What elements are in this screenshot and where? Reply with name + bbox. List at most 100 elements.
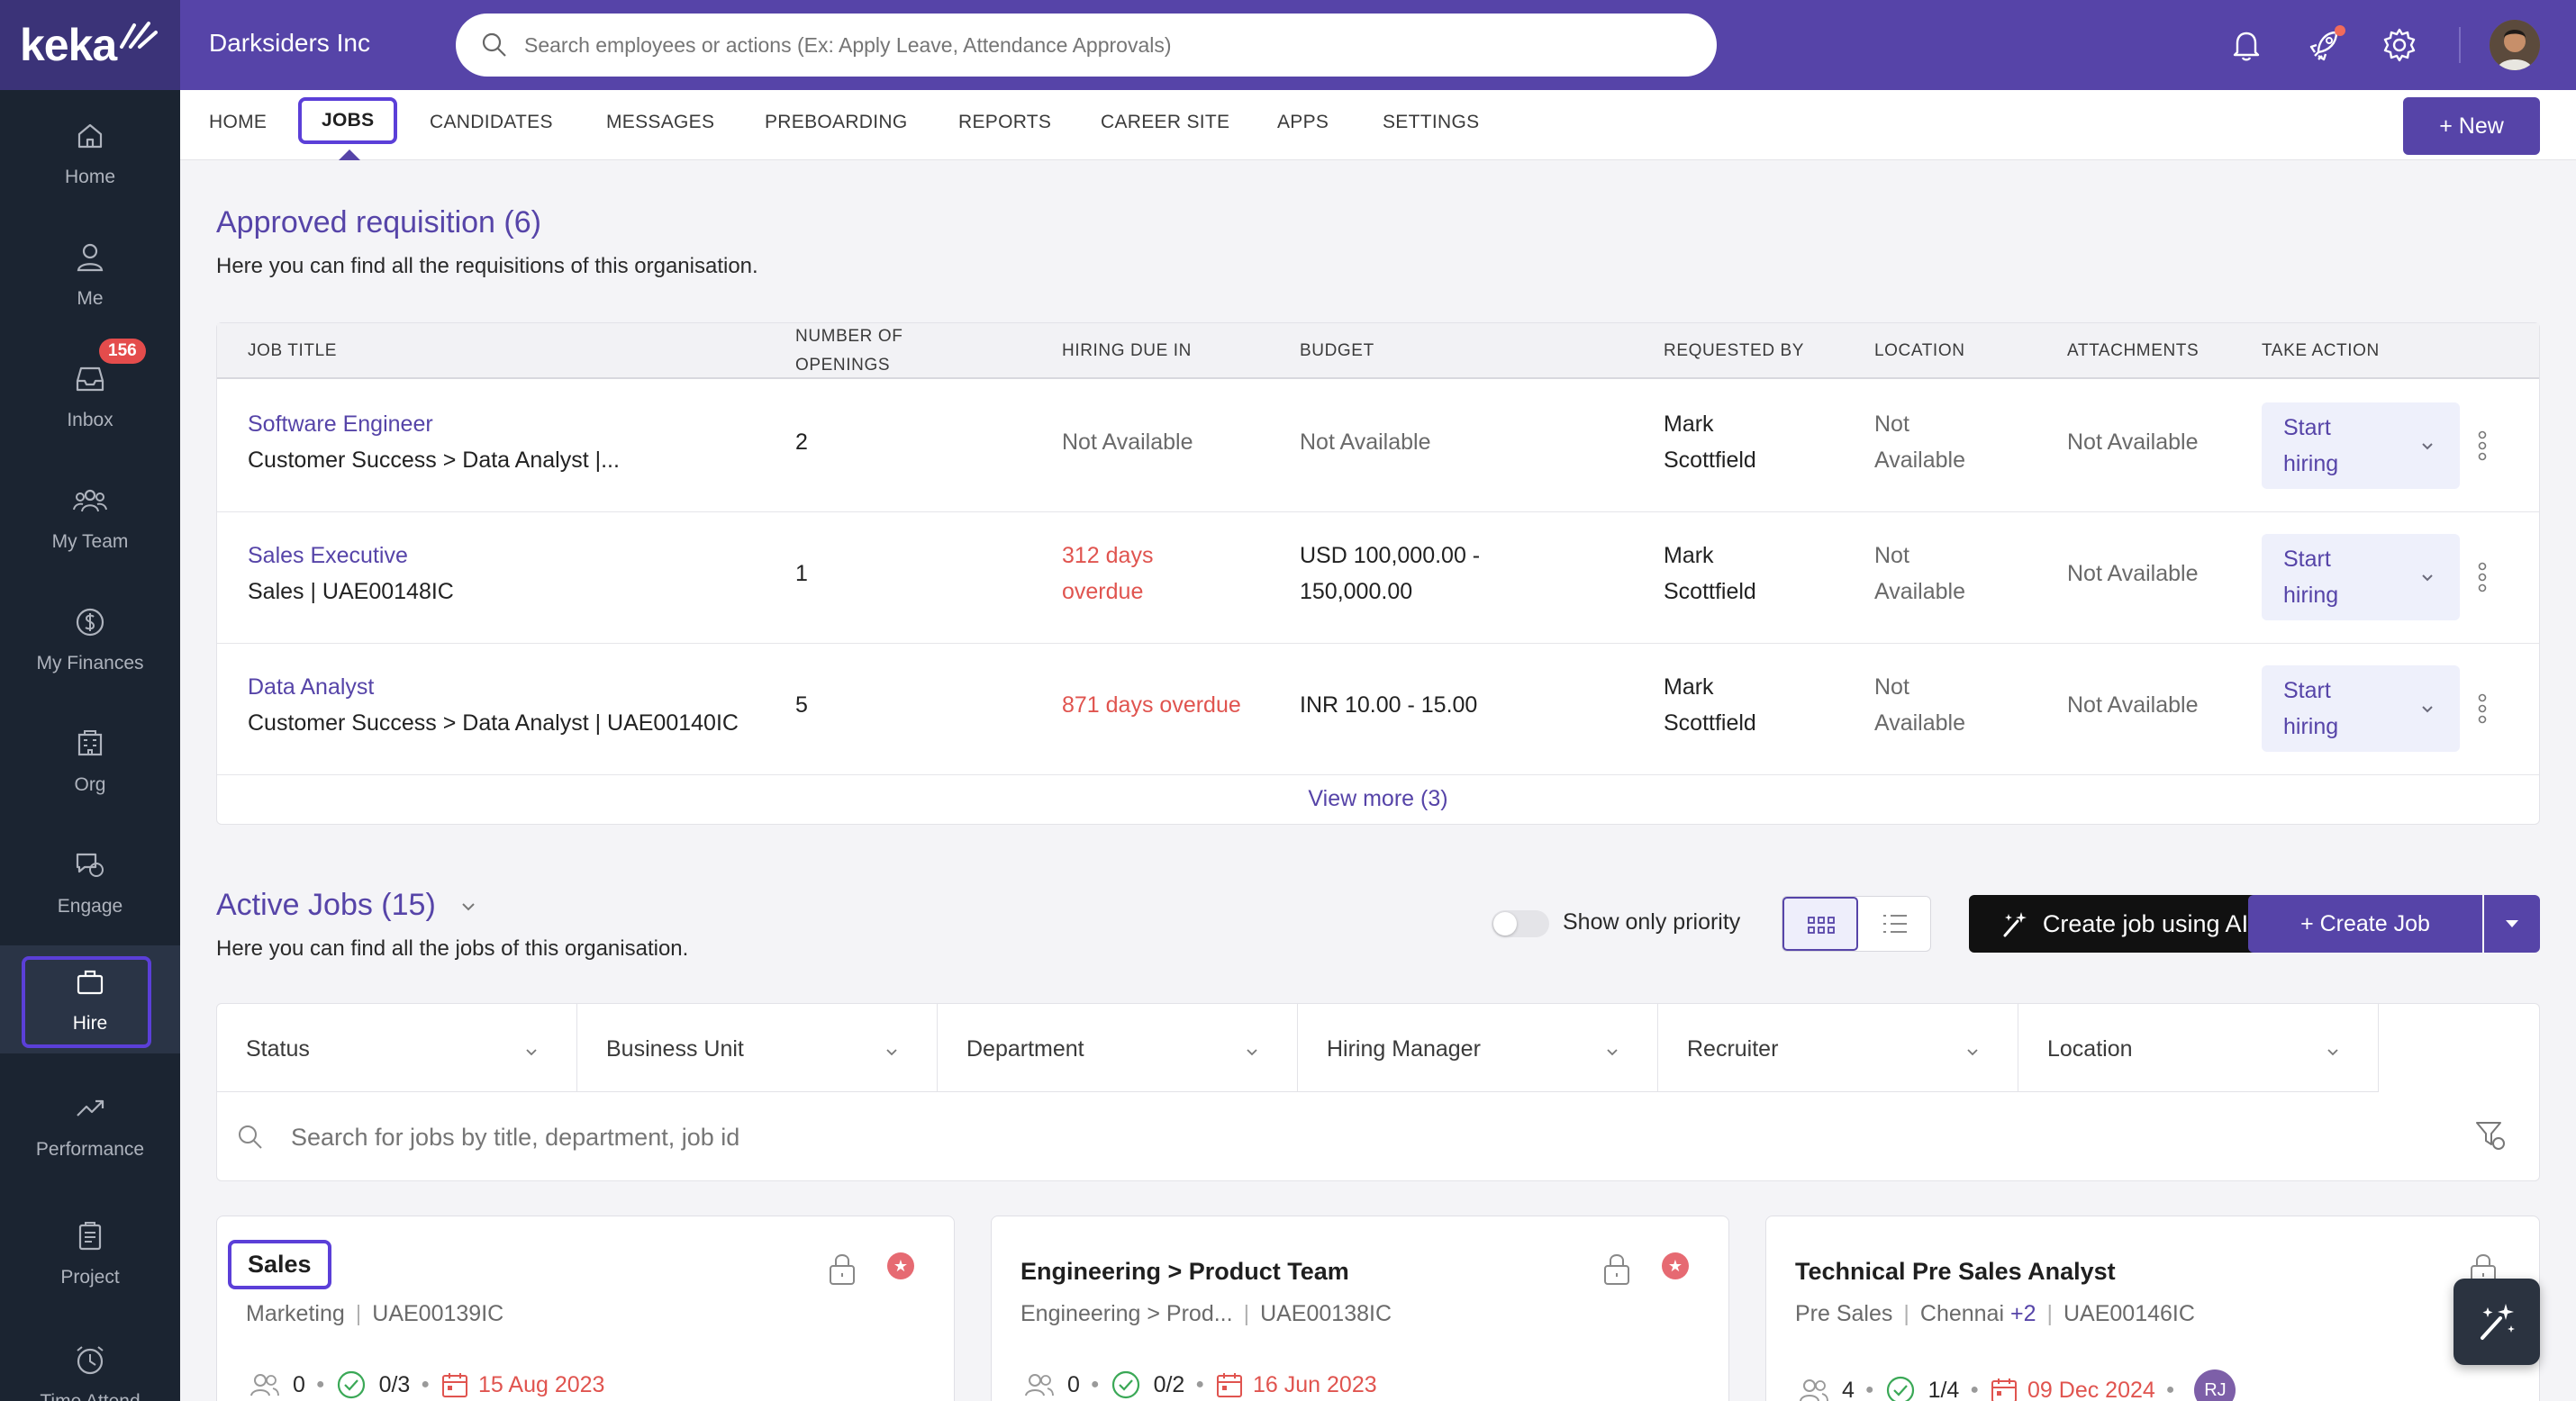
candidate-count: 0 bbox=[1067, 1371, 1080, 1397]
priority-star-icon[interactable]: ★ bbox=[887, 1252, 914, 1279]
view-more-link[interactable]: View more (3) bbox=[1308, 786, 1448, 811]
col-take-action: TAKE ACTION bbox=[2262, 341, 2380, 360]
global-search-input[interactable] bbox=[524, 32, 1695, 58]
sidebar-item-me[interactable]: Me bbox=[0, 221, 180, 329]
job-card[interactable]: Technical Pre Sales Analyst Pre Sales | Ch… bbox=[1765, 1216, 2540, 1401]
avatar[interactable] bbox=[2490, 20, 2540, 70]
job-card[interactable]: Engineering > Product Team Engineering >… bbox=[991, 1216, 1729, 1401]
location: Not bbox=[1874, 543, 1909, 568]
global-search[interactable] bbox=[456, 14, 1717, 77]
tab-settings[interactable]: SETTINGS bbox=[1383, 112, 1480, 132]
job-card[interactable]: Sales Marketing | UAE00139IC ★ 0 ● 0/3 ● 1… bbox=[216, 1216, 955, 1401]
sidebar-item-my-finances[interactable]: My Finances bbox=[0, 585, 180, 693]
start-hiring-button[interactable]: Start hiring bbox=[2262, 665, 2460, 752]
more-options-icon[interactable] bbox=[2476, 561, 2489, 593]
start-hiring-button[interactable]: Start hiring bbox=[2262, 402, 2460, 489]
tab-apps[interactable]: APPS bbox=[1277, 112, 1329, 132]
sidebar-item-home[interactable]: Home bbox=[0, 99, 180, 207]
job-subtitle: Sales | UAE00148IC bbox=[248, 579, 454, 604]
more-options-icon[interactable] bbox=[2476, 692, 2489, 725]
attachments: Not Available bbox=[2067, 429, 2199, 455]
filter-business-unit[interactable]: Business Unit bbox=[577, 1004, 938, 1092]
job-card-dept: Marketing bbox=[246, 1301, 345, 1326]
lock-icon[interactable] bbox=[826, 1251, 858, 1287]
gear-icon[interactable] bbox=[2380, 25, 2419, 65]
budget: USD 100,000.00 - bbox=[1300, 543, 1481, 568]
new-button[interactable]: + New bbox=[2403, 97, 2540, 155]
filter-settings-icon[interactable] bbox=[2474, 1119, 2507, 1152]
ai-assistant-button[interactable] bbox=[2454, 1279, 2540, 1365]
filter-location[interactable]: Location bbox=[2018, 1004, 2379, 1092]
active-jobs-subtitle: Here you can find all the jobs of this o… bbox=[216, 936, 689, 961]
tab-jobs[interactable]: JOBS bbox=[298, 97, 398, 144]
filter-hiring-manager[interactable]: Hiring Manager bbox=[1298, 1004, 1658, 1092]
search-icon bbox=[239, 1125, 262, 1149]
job-card-title[interactable]: Technical Pre Sales Analyst bbox=[1795, 1258, 2116, 1285]
job-card-location-extra[interactable]: +2 bbox=[2009, 1301, 2036, 1326]
job-card-title[interactable]: Engineering > Product Team bbox=[1020, 1258, 1349, 1285]
filter-status[interactable]: Status bbox=[217, 1004, 577, 1092]
sidebar-item-time-attend[interactable]: Time Attend bbox=[0, 1324, 180, 1401]
recruiter-avatar[interactable]: RJ bbox=[2194, 1369, 2236, 1401]
sidebar-item-label: Hire bbox=[72, 1013, 108, 1034]
tab-career-site[interactable]: CAREER SITE bbox=[1101, 112, 1230, 132]
active-jobs-title[interactable]: Active Jobs (15) bbox=[216, 888, 478, 923]
job-card-title[interactable]: Sales bbox=[228, 1240, 331, 1289]
logo[interactable]: keka bbox=[0, 0, 180, 90]
lock-icon[interactable] bbox=[1601, 1251, 1633, 1287]
job-search[interactable] bbox=[217, 1092, 2539, 1182]
job-title-link[interactable]: Sales Executive bbox=[248, 543, 408, 568]
candidates-icon bbox=[250, 1374, 279, 1396]
view-switch bbox=[1782, 896, 1931, 952]
tab-preboarding[interactable]: PREBOARDING bbox=[765, 112, 908, 132]
create-job-dropdown[interactable] bbox=[2484, 895, 2540, 953]
more-options-icon[interactable] bbox=[2476, 429, 2489, 462]
job-subtitle: Customer Success > Data Analyst | UAE001… bbox=[248, 710, 739, 736]
table-row: Software Engineer Customer Success > Dat… bbox=[217, 381, 2539, 512]
clock-icon bbox=[77, 1346, 104, 1375]
sidebar-item-project[interactable]: Project bbox=[0, 1199, 180, 1307]
filter-department[interactable]: Department bbox=[938, 1004, 1298, 1092]
rocket-icon[interactable] bbox=[2306, 25, 2345, 65]
budget: INR 10.00 - 15.00 bbox=[1300, 692, 1478, 718]
trend-icon bbox=[77, 1099, 104, 1116]
filter-recruiter[interactable]: Recruiter bbox=[1658, 1004, 2018, 1092]
job-card-meta: Engineering > Prod... | UAE00138IC bbox=[1020, 1301, 1392, 1326]
sidebar-item-org[interactable]: Org bbox=[0, 707, 180, 815]
sidebar-item-my-team[interactable]: My Team bbox=[0, 464, 180, 572]
job-search-input[interactable] bbox=[291, 1123, 2092, 1152]
chevron-down-icon bbox=[1247, 1049, 1257, 1056]
filter-label: Hiring Manager bbox=[1327, 1036, 1481, 1062]
priority-toggle[interactable] bbox=[1492, 910, 1549, 937]
sidebar-item-inbox[interactable]: Inbox bbox=[0, 342, 180, 450]
tab-messages[interactable]: MESSAGES bbox=[606, 112, 715, 132]
calendar-icon bbox=[1991, 1378, 2018, 1401]
sidebar-item-label: Engage bbox=[57, 896, 123, 917]
dollar-icon bbox=[76, 608, 104, 637]
tab-candidates[interactable]: CANDIDATES bbox=[430, 112, 553, 132]
requested-by: Scottfield bbox=[1664, 710, 1756, 736]
sidebar-item-engage[interactable]: Engage bbox=[0, 828, 180, 936]
priority-star-icon[interactable]: ★ bbox=[1662, 1252, 1689, 1279]
sidebar: keka Home Me Inbox 156 My Team My Financ… bbox=[0, 0, 180, 1401]
org-name[interactable]: Darksiders Inc bbox=[209, 29, 370, 57]
chevron-down-icon bbox=[462, 903, 475, 911]
chevron-down-icon bbox=[1967, 1049, 1978, 1056]
create-job-button[interactable]: + Create Job bbox=[2248, 895, 2482, 953]
start-hiring-label: Start bbox=[2283, 678, 2331, 703]
create-job-ai-button[interactable]: Create job using AI bbox=[1969, 895, 2279, 953]
grid-view-button[interactable] bbox=[1782, 897, 1858, 951]
list-view-icon[interactable] bbox=[1882, 912, 1909, 936]
hired-progress: 0/3 bbox=[378, 1371, 411, 1397]
tab-reports[interactable]: REPORTS bbox=[958, 112, 1052, 132]
due-date: 15 Aug 2023 bbox=[478, 1371, 605, 1397]
job-title-link[interactable]: Software Engineer bbox=[248, 411, 433, 437]
candidates-icon bbox=[1800, 1379, 1828, 1401]
sidebar-item-performance[interactable]: Performance bbox=[0, 1071, 180, 1180]
requisition-table: JOB TITLE NUMBER OF OPENINGS HIRING DUE … bbox=[216, 322, 2540, 825]
magic-wand-icon bbox=[2003, 912, 2027, 937]
job-title-link[interactable]: Data Analyst bbox=[248, 674, 375, 700]
bell-icon[interactable] bbox=[2227, 25, 2266, 65]
tab-home[interactable]: HOME bbox=[209, 112, 268, 132]
start-hiring-button[interactable]: Start hiring bbox=[2262, 534, 2460, 620]
